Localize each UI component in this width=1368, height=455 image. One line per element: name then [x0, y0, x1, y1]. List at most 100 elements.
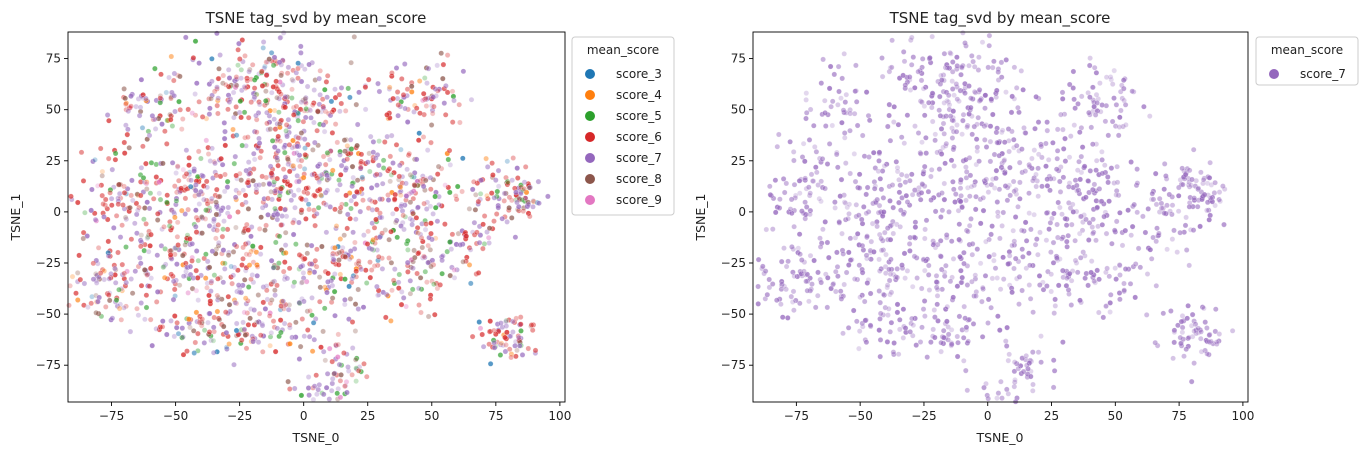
data-point: [826, 85, 833, 92]
data-point: [878, 235, 885, 242]
data-point: [864, 233, 870, 239]
data-point: [344, 211, 351, 218]
data-point: [1141, 103, 1147, 110]
data-point: [301, 333, 308, 340]
data-point: [299, 262, 306, 269]
data-point: [963, 164, 969, 170]
data-point: [202, 275, 209, 281]
data-point: [305, 374, 312, 380]
data-point: [850, 307, 857, 314]
data-point: [890, 349, 897, 355]
data-point: [812, 304, 819, 311]
data-point: [1051, 310, 1057, 316]
data-point: [246, 262, 253, 268]
data-point: [213, 235, 219, 242]
x-axis-label: TSNE_0: [291, 430, 339, 445]
data-point: [518, 184, 524, 191]
data-point: [781, 283, 788, 290]
data-point: [832, 205, 838, 211]
data-point: [233, 224, 239, 231]
data-point: [127, 204, 133, 211]
data-point: [955, 207, 962, 214]
data-point: [423, 221, 429, 227]
data-point: [289, 86, 295, 93]
data-point: [291, 192, 297, 199]
data-point: [374, 206, 380, 213]
data-point: [298, 130, 305, 136]
data-point: [1190, 146, 1197, 153]
data-point: [939, 77, 945, 83]
data-point: [1066, 81, 1073, 88]
data-point: [886, 277, 893, 284]
data-point: [320, 391, 327, 398]
data-point: [755, 283, 761, 290]
data-point: [304, 250, 311, 257]
data-point: [1093, 237, 1099, 244]
data-point: [170, 77, 177, 84]
data-point: [1191, 328, 1197, 334]
data-point: [845, 324, 852, 331]
data-point: [1037, 282, 1043, 288]
data-point: [317, 92, 323, 98]
data-point: [429, 257, 436, 264]
data-point: [74, 270, 81, 276]
data-point: [947, 50, 953, 56]
data-point: [281, 144, 287, 151]
data-point: [453, 196, 460, 203]
data-point: [410, 210, 416, 217]
data-point: [263, 72, 270, 78]
data-point: [1050, 384, 1057, 391]
data-point: [952, 199, 958, 205]
data-point: [439, 257, 445, 264]
data-point: [866, 154, 872, 160]
data-point: [799, 257, 805, 263]
data-point: [971, 182, 978, 189]
data-point: [347, 136, 354, 143]
data-point: [835, 164, 841, 171]
data-point: [109, 166, 116, 173]
data-point: [342, 276, 348, 282]
data-point: [342, 108, 349, 114]
data-point: [1012, 255, 1019, 262]
data-point: [377, 210, 383, 216]
data-point: [902, 325, 909, 331]
data-point: [1097, 80, 1103, 86]
data-point: [891, 340, 897, 346]
data-point: [259, 83, 266, 89]
data-point: [232, 194, 239, 201]
data-point: [881, 163, 888, 169]
data-point: [193, 267, 199, 274]
data-point: [498, 320, 504, 326]
data-point: [177, 73, 183, 80]
data-point: [245, 240, 252, 246]
data-point: [1050, 239, 1057, 246]
data-point: [210, 226, 217, 233]
data-point: [463, 258, 469, 265]
data-point: [950, 108, 957, 114]
data-point: [343, 378, 350, 385]
data-point: [243, 251, 250, 257]
data-point: [1057, 178, 1063, 185]
data-point: [494, 188, 501, 195]
data-point: [296, 219, 302, 226]
data-point: [219, 161, 226, 168]
data-point: [106, 292, 112, 298]
data-point: [183, 186, 190, 192]
data-point: [115, 201, 122, 207]
data-point: [818, 80, 825, 86]
data-point: [791, 223, 797, 230]
data-point: [993, 175, 999, 182]
data-point: [332, 94, 339, 101]
data-point: [206, 264, 213, 271]
data-point: [1087, 94, 1093, 100]
data-point: [912, 123, 918, 129]
data-point: [85, 304, 91, 310]
data-point: [286, 386, 293, 392]
data-point: [422, 177, 429, 184]
data-point: [829, 122, 836, 129]
data-point: [1075, 101, 1081, 107]
data-point: [309, 102, 316, 108]
data-point: [504, 158, 511, 165]
data-point: [1179, 329, 1186, 336]
data-point: [1058, 235, 1065, 242]
